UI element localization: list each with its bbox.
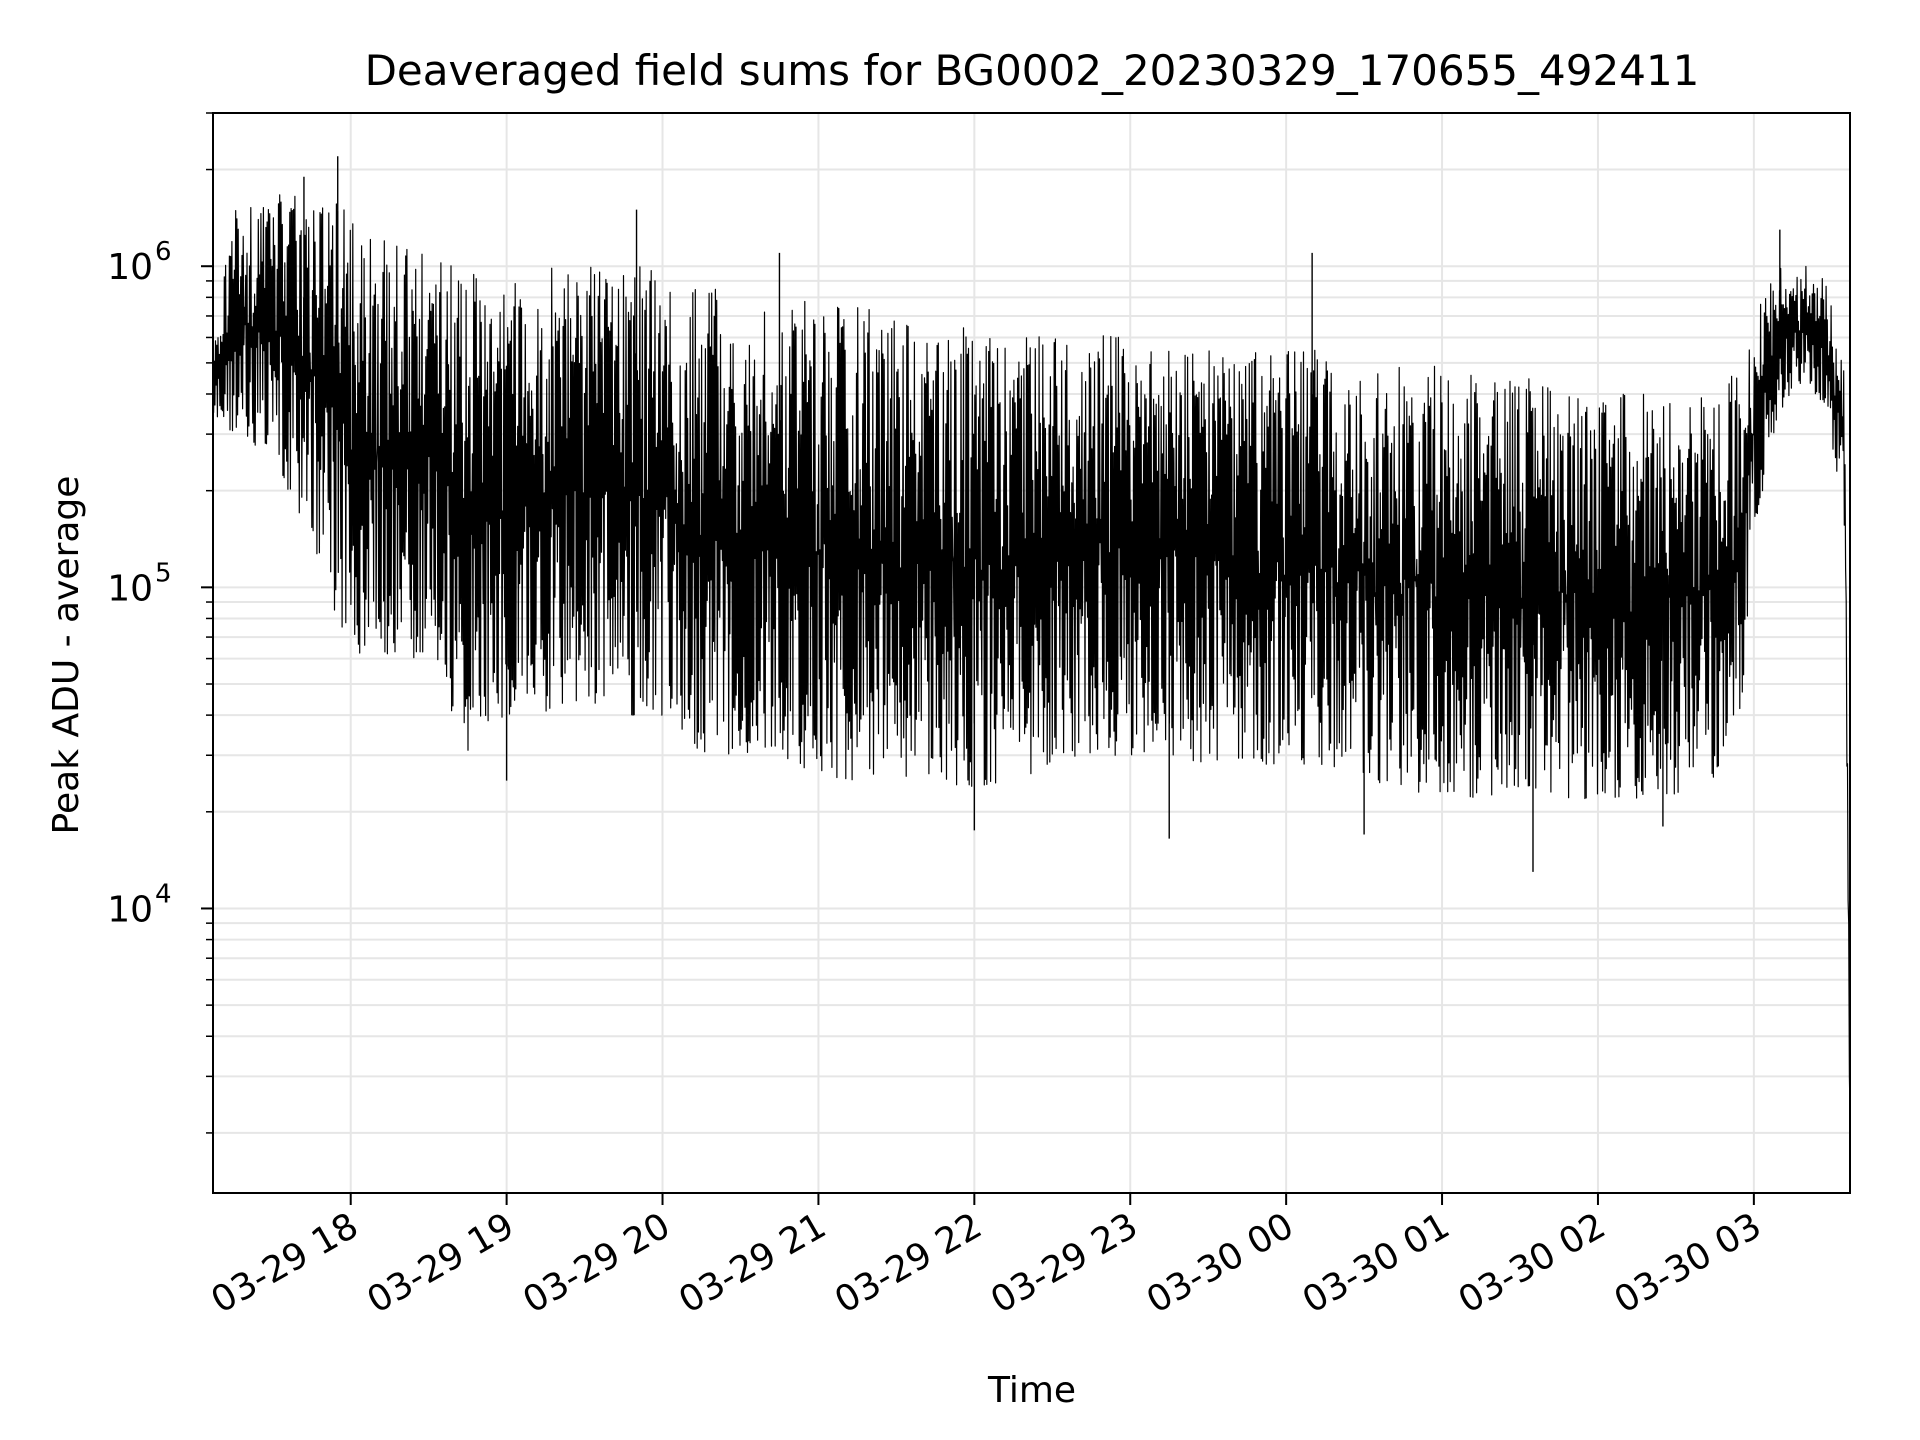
y-tick-label-exponent: 5 bbox=[155, 558, 172, 588]
series-line bbox=[212, 194, 1851, 1112]
y-axis-label: Peak ADU - average bbox=[46, 476, 87, 835]
y-tick-label: 10 bbox=[107, 889, 153, 930]
series-area bbox=[212, 156, 1851, 1112]
y-tick-label: 10 bbox=[107, 247, 153, 288]
chart-title: Deaveraged field sums for BG0002_2023032… bbox=[365, 46, 1700, 95]
y-tick-label-exponent: 4 bbox=[155, 879, 172, 909]
y-tick-label-exponent: 6 bbox=[155, 237, 172, 267]
plot-frame bbox=[212, 112, 1851, 1194]
y-tick-label: 10 bbox=[107, 568, 153, 609]
x-axis-label: Time bbox=[987, 1370, 1076, 1411]
